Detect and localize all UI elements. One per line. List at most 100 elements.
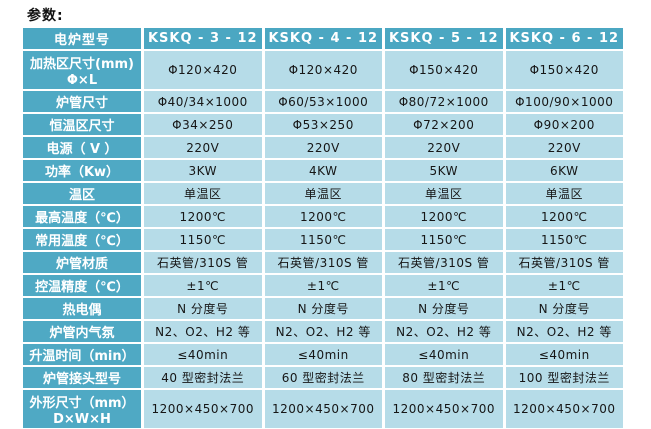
value-cell: 石英管/310S 管 — [144, 252, 262, 273]
value-cell: 1200×450×700 — [264, 390, 382, 428]
value-cell: Φ34×250 — [144, 114, 262, 135]
row-label-cell: 外形尺寸（mm） D×W×H — [23, 390, 141, 428]
value-cell: Φ72×200 — [385, 114, 503, 135]
row-label-cell: 温区 — [23, 183, 141, 204]
value-cell: 1150℃ — [264, 229, 382, 250]
value-cell: 单温区 — [385, 183, 503, 204]
value-cell: 220V — [144, 137, 262, 158]
value-cell: ≤40min — [144, 344, 262, 365]
row-label-cell: 恒温区尺寸 — [23, 114, 141, 135]
row-label-line2: Φ×L — [66, 72, 98, 88]
value-cell: N 分度号 — [385, 298, 503, 319]
row-label-cell: 控温精度（℃） — [23, 275, 141, 296]
value-cell: ≤40min — [264, 344, 382, 365]
value-cell: 6KW — [505, 160, 623, 181]
table-row: 炉管内气氛 N2、O2、H2 等 N2、O2、H2 等 N2、O2、H2 等 N2、O2… — [23, 321, 623, 342]
value-cell: 石英管/310S 管 — [264, 252, 382, 273]
value-cell: Φ120×420 — [264, 51, 382, 89]
table-row: 外形尺寸（mm） D×W×H 1200×450×700 1200×450×700 120… — [23, 390, 623, 428]
table-row: 加热区尺寸(mm) Φ×L Φ120×420 Φ120×420 Φ150×420 Φ150… — [23, 51, 623, 89]
value-cell: ≤40min — [505, 344, 623, 365]
value-cell: N2、O2、H2 等 — [385, 321, 503, 342]
value-cell: 单温区 — [144, 183, 262, 204]
row-label-line2: D×W×H — [53, 411, 111, 427]
value-cell: 1200×450×700 — [385, 390, 503, 428]
header-cell-model: KSKQ - 6 - 12 — [505, 28, 623, 49]
value-cell: 石英管/310S 管 — [385, 252, 503, 273]
table-row: 恒温区尺寸 Φ34×250 Φ53×250 Φ72×200 Φ90×200 — [23, 114, 623, 135]
table-row: 热电偶 N 分度号 N 分度号 N 分度号 N 分度号 — [23, 298, 623, 319]
value-cell: 1200℃ — [264, 206, 382, 227]
value-cell: 1150℃ — [144, 229, 262, 250]
page-title: 参数: — [27, 8, 64, 24]
value-cell: N 分度号 — [144, 298, 262, 319]
value-cell: 80 型密封法兰 — [385, 367, 503, 388]
value-cell: ±1℃ — [264, 275, 382, 296]
value-cell: 1150℃ — [385, 229, 503, 250]
row-label-cell: 升温时间（min） — [23, 344, 141, 365]
row-label-cell: 电源（ V ） — [23, 137, 141, 158]
row-label-cell: 常用温度（℃） — [23, 229, 141, 250]
value-cell: 单温区 — [264, 183, 382, 204]
value-cell: N2、O2、H2 等 — [505, 321, 623, 342]
value-cell: Φ120×420 — [144, 51, 262, 89]
value-cell: 220V — [264, 137, 382, 158]
row-label-cell: 炉管接头型号 — [23, 367, 141, 388]
row-label-cell: 最高温度（℃） — [23, 206, 141, 227]
table-row: 升温时间（min） ≤40min ≤40min ≤40min ≤40min — [23, 344, 623, 365]
value-cell: Φ150×420 — [505, 51, 623, 89]
value-cell: 1200℃ — [385, 206, 503, 227]
row-label-cell: 炉管材质 — [23, 252, 141, 273]
value-cell: 石英管/310S 管 — [505, 252, 623, 273]
table-row: 控温精度（℃） ±1℃ ±1℃ ±1℃ ±1℃ — [23, 275, 623, 296]
value-cell: 1200℃ — [144, 206, 262, 227]
value-cell: 1200℃ — [505, 206, 623, 227]
table-row: 电源（ V ） 220V 220V 220V 220V — [23, 137, 623, 158]
header-cell-model-label: 电炉型号 — [23, 28, 141, 49]
table-row: 炉管材质 石英管/310S 管石英管/310S 管石英管/310S 管石英管/31… — [23, 252, 623, 273]
value-cell: ±1℃ — [385, 275, 503, 296]
table-row: 功率（Kw） 3KW 4KW 5KW 6KW — [23, 160, 623, 181]
value-cell: 3KW — [144, 160, 262, 181]
row-label-cell: 炉管内气氛 — [23, 321, 141, 342]
row-label-cell: 功率（Kw） — [23, 160, 141, 181]
table-row: 炉管尺寸 Φ40/34×1000 Φ60/53×1000 Φ80/72×1000 Φ10… — [23, 91, 623, 112]
value-cell: 220V — [505, 137, 623, 158]
header-cell-model: KSKQ - 3 - 12 — [144, 28, 262, 49]
value-cell: 1200×450×700 — [144, 390, 262, 428]
value-cell: 40 型密封法兰 — [144, 367, 262, 388]
table-row: 炉管接头型号 40 型密封法兰 60 型密封法兰 80 型密封法兰 100 型密封法兰 — [23, 367, 623, 388]
value-cell: 1200×450×700 — [505, 390, 623, 428]
value-cell: 单温区 — [505, 183, 623, 204]
table-row: 最高温度（℃） 1200℃ 1200℃ 1200℃ 1200℃ — [23, 206, 623, 227]
value-cell: ±1℃ — [505, 275, 623, 296]
value-cell: ≤40min — [385, 344, 503, 365]
value-cell: Φ80/72×1000 — [385, 91, 503, 112]
value-cell: ±1℃ — [144, 275, 262, 296]
header-cell-model: KSKQ - 4 - 12 — [264, 28, 382, 49]
value-cell: Φ90×200 — [505, 114, 623, 135]
value-cell: Φ60/53×1000 — [264, 91, 382, 112]
value-cell: Φ53×250 — [264, 114, 382, 135]
table-row: 温区 单温区 单温区 单温区 单温区 — [23, 183, 623, 204]
value-cell: N 分度号 — [264, 298, 382, 319]
row-label-cell: 炉管尺寸 — [23, 91, 141, 112]
value-cell: 220V — [385, 137, 503, 158]
value-cell: 5KW — [385, 160, 503, 181]
value-cell: Φ40/34×1000 — [144, 91, 262, 112]
header-cell-model: KSKQ - 5 - 12 — [385, 28, 503, 49]
value-cell: 100 型密封法兰 — [505, 367, 623, 388]
value-cell: Φ150×420 — [385, 51, 503, 89]
value-cell: N2、O2、H2 等 — [144, 321, 262, 342]
value-cell: N 分度号 — [505, 298, 623, 319]
table-body: 加热区尺寸(mm) Φ×L Φ120×420 Φ120×420 Φ150×420 Φ150… — [23, 51, 623, 428]
table-row: 常用温度（℃） 1150℃ 1150℃ 1150℃ 1150℃ — [23, 229, 623, 250]
value-cell: N2、O2、H2 等 — [264, 321, 382, 342]
table-header-row: 电炉型号 KSKQ - 3 - 12 KSKQ - 4 - 12 KSKQ - 5 … — [23, 28, 623, 49]
row-label-cell: 加热区尺寸(mm) Φ×L — [23, 51, 141, 89]
value-cell: 1150℃ — [505, 229, 623, 250]
row-label-cell: 热电偶 — [23, 298, 141, 319]
value-cell: 60 型密封法兰 — [264, 367, 382, 388]
value-cell: 4KW — [264, 160, 382, 181]
